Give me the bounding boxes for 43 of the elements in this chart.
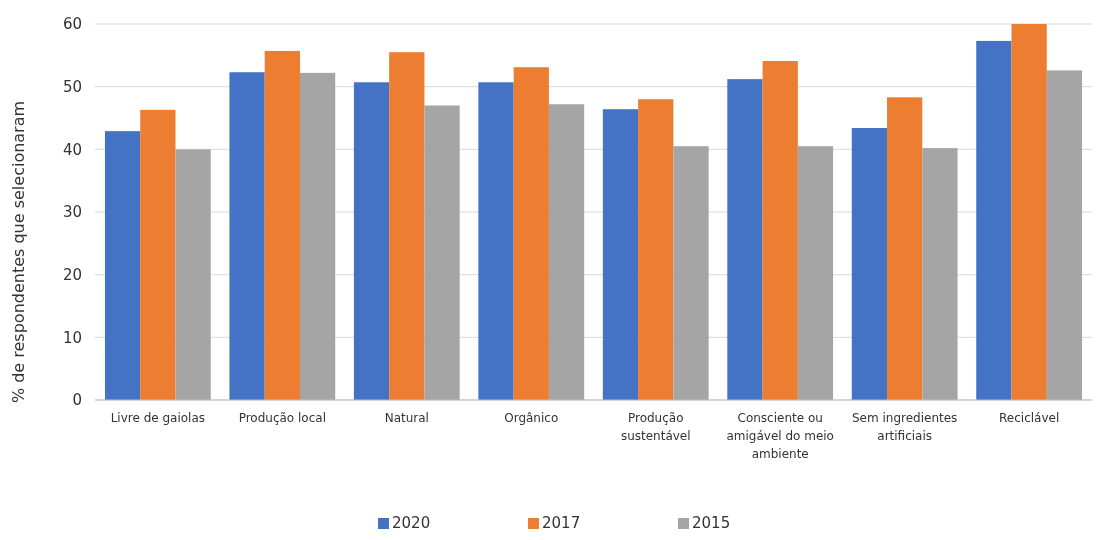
bar [638, 99, 674, 400]
bar [264, 50, 300, 400]
x-tick-label: Sem ingredientes artificiais [851, 411, 958, 443]
bar [1046, 70, 1083, 400]
bar [762, 60, 798, 400]
y-tick-label: 10 [62, 328, 82, 347]
y-tick-label: 50 [62, 77, 82, 96]
bar [887, 97, 923, 400]
legend-label: 2017 [542, 514, 581, 532]
y-tick-label: 0 [72, 391, 82, 410]
bar [797, 146, 834, 400]
bar [175, 149, 211, 400]
bar [851, 128, 888, 400]
x-tick-label: Orgânico [504, 411, 559, 425]
bar [602, 109, 639, 400]
bar [727, 79, 763, 400]
y-tick-label: 30 [62, 203, 82, 222]
y-tick-label: 40 [62, 140, 82, 159]
bar [548, 104, 585, 400]
bar [140, 109, 176, 400]
x-tick-label: Produção sustentável [620, 411, 691, 443]
bar [353, 82, 390, 400]
x-tick-label: Natural [384, 411, 429, 425]
bar [299, 72, 336, 400]
bar [424, 105, 460, 400]
bar [229, 72, 265, 400]
bar [673, 146, 709, 400]
bar [976, 40, 1012, 400]
y-tick-label: 60 [62, 15, 82, 34]
x-tick-label: Produção local [238, 411, 326, 425]
bar [478, 82, 514, 400]
y-axis-title: % de respondentes que selecionaram [9, 100, 28, 404]
bar [513, 67, 549, 400]
bar [389, 52, 425, 400]
legend-label: 2020 [392, 514, 431, 532]
legend-label: 2015 [692, 514, 731, 532]
x-tick-label: Livre de gaiolas [110, 411, 206, 425]
bar [922, 148, 958, 400]
y-tick-label: 20 [62, 265, 82, 284]
x-tick-label: Reciclável [999, 411, 1060, 425]
x-tick-label: Consciente ou amigável do meio ambiente [726, 411, 834, 461]
bar [104, 131, 141, 400]
bar [1011, 24, 1047, 400]
